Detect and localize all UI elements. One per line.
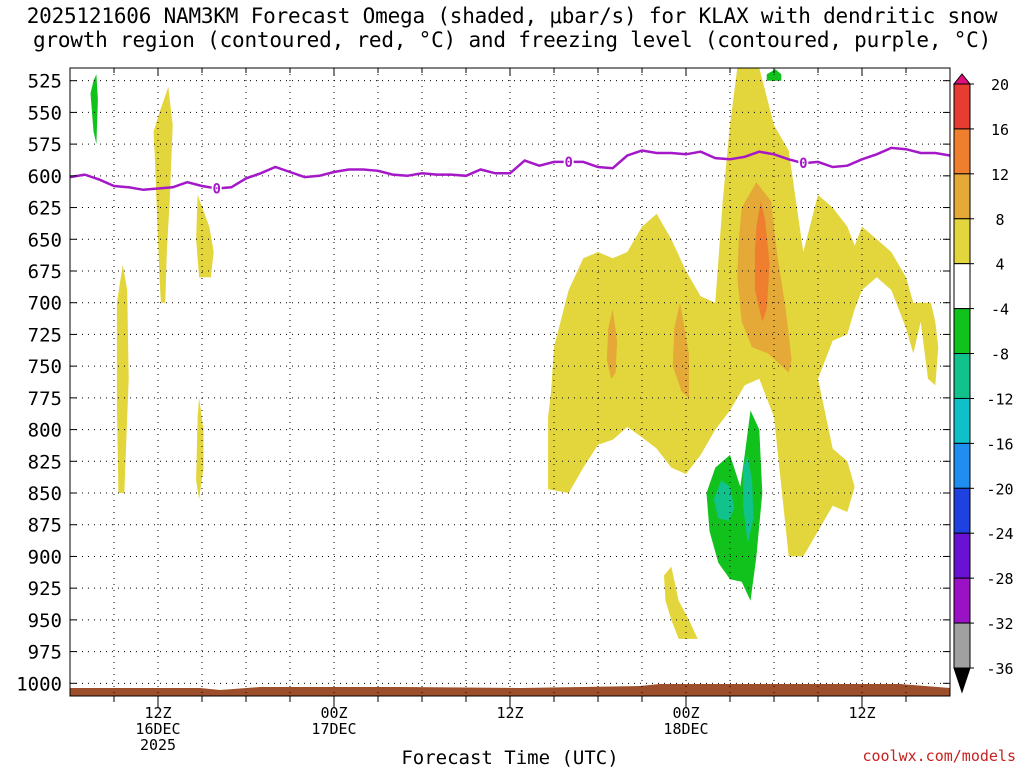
y-tick-label-850: 850: [28, 483, 62, 505]
freezing-level-label-1: 0: [564, 155, 572, 171]
colorbar-label-0: 20: [991, 76, 1009, 94]
omega-region-13: [713, 480, 735, 521]
colorbar-label-10: -24: [986, 525, 1013, 543]
colorbar-label-12: -32: [986, 615, 1013, 633]
colorbar-label-11: -28: [986, 570, 1013, 588]
omega-region-9: [754, 201, 770, 322]
y-tick-label-975: 975: [28, 642, 62, 664]
y-tick-label-700: 700: [28, 293, 62, 315]
freezing-level: 0 0 0: [70, 146, 950, 198]
y-tick-label-525: 525: [28, 71, 62, 93]
y-tick-label-875: 875: [28, 515, 62, 537]
title-line-2: growth region (contoured, red, °C) and f…: [32, 28, 992, 52]
x-tick-label-3-2: 18DEC: [663, 720, 708, 738]
y-tick-label-650: 650: [28, 229, 62, 251]
y-tick-label-800: 800: [28, 420, 62, 442]
omega-region-5: [664, 566, 698, 639]
y-tick-label-625: 625: [28, 198, 62, 220]
chart-title: 2025121606 NAM3KM Forecast Omega (shaded…: [0, 4, 1024, 52]
y-tick-label-1000: 1000: [16, 673, 62, 695]
y-tick-label-750: 750: [28, 356, 62, 378]
ground-layer: [70, 684, 950, 696]
x-axis-label: Forecast Time (UTC): [401, 747, 618, 768]
x-tick-label-0-2: 16DEC: [135, 720, 180, 738]
y-tick-label-925: 925: [28, 578, 62, 600]
x-tick-label-2-1: 12Z: [496, 704, 523, 722]
y-tick-label-825: 825: [28, 451, 62, 473]
colorbar-segment-1: [953, 83, 971, 130]
title-line-1: 2025121606 NAM3KM Forecast Omega (shaded…: [26, 4, 998, 28]
colorbar-segment-3: [953, 173, 971, 220]
colorbar: 20 16 12 8 4 -4 -8 -12 -16 -20 -24 -28 -32 -36: [952, 73, 1014, 694]
x-tick-label-1-1: 00Z: [320, 704, 347, 722]
omega-region-10: [90, 74, 98, 145]
freezing-level-label-0: 0: [212, 182, 220, 198]
omega-shading: [90, 68, 939, 639]
y-tick-label-900: 900: [28, 546, 62, 568]
colorbar-segment-13: [953, 622, 971, 669]
y-tick-label-775: 775: [28, 388, 62, 410]
colorbar-label-6: -8: [991, 346, 1009, 364]
colorbar-segment-9: [953, 442, 971, 489]
freezing-level-label-2: 0: [799, 156, 807, 172]
colorbar-label-9: -20: [986, 480, 1013, 498]
x-tick-label-4-1: 12Z: [848, 704, 875, 722]
colorbar-top-arrow: [952, 73, 972, 85]
colorbar-label-1: 16: [991, 121, 1009, 139]
colorbar-label-13: -36: [986, 660, 1013, 678]
credit-link[interactable]: coolwx.com/models: [862, 747, 1016, 765]
omega-region-1: [153, 87, 173, 303]
colorbar-segment-11: [953, 532, 971, 579]
colorbar-segment-12: [953, 577, 971, 624]
colorbar-segment-8: [953, 397, 971, 444]
omega-region-4: [196, 397, 204, 500]
omega-region-7: [606, 309, 618, 379]
colorbar-label-5: -4: [991, 301, 1009, 319]
x-tick-label-1-2: 17DEC: [311, 720, 356, 738]
y-axis: 525 550 575 600 625 650 675 700 725 750 775 800 825 8…: [16, 71, 950, 695]
colorbar-label-3: 8: [995, 211, 1004, 229]
omega-region-2: [196, 194, 214, 278]
y-tick-label-600: 600: [28, 166, 62, 188]
colorbar-segment-6: [953, 308, 971, 355]
freezing-label-bg-1: [563, 154, 574, 169]
colorbar-bottom-arrow: [953, 667, 971, 694]
x-tick-label-0-3: 2025: [140, 736, 176, 754]
x-tick-label-3-1: 00Z: [672, 704, 699, 722]
y-tick-label-950: 950: [28, 610, 62, 632]
omega-region-14: [743, 454, 754, 544]
x-tick-label-0-1: 12Z: [144, 704, 171, 722]
colorbar-label-2: 12: [991, 166, 1009, 184]
freezing-label-bg-2: [798, 156, 809, 171]
colorbar-label-4: 4: [995, 256, 1004, 274]
colorbar-segment-4: [953, 218, 971, 265]
colorbar-label-8: -16: [986, 435, 1013, 453]
colorbar-label-7: -12: [986, 390, 1013, 408]
colorbar-segment-5: [953, 263, 971, 310]
y-tick-label-725: 725: [28, 324, 62, 346]
ground-strip: [70, 684, 950, 696]
freezing-level-line: [70, 146, 950, 192]
omega-region-8: [672, 302, 689, 398]
freezing-label-bg-0: [211, 181, 222, 196]
colorbar-segment-7: [953, 353, 971, 399]
y-tick-label-675: 675: [28, 261, 62, 283]
omega-region-3: [116, 264, 129, 493]
colorbar-segment-10: [953, 487, 971, 534]
y-tick-label-575: 575: [28, 134, 62, 156]
colorbar-segment-2: [953, 128, 971, 175]
omega-region-12: [706, 410, 763, 601]
y-tick-label-550: 550: [28, 102, 62, 124]
